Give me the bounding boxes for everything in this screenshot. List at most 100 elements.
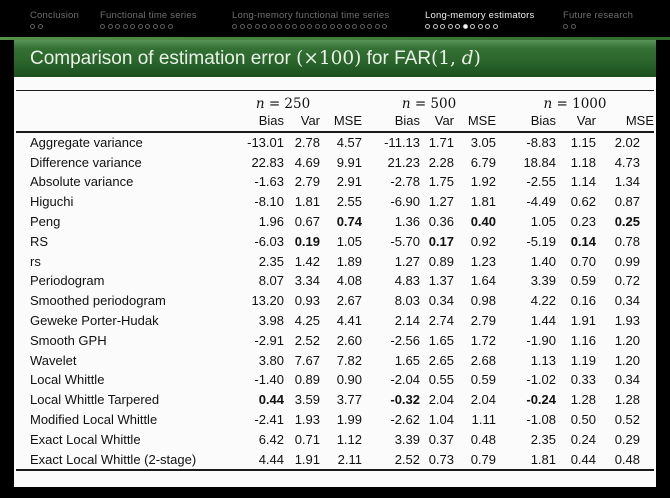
nav-section-2[interactable]: Long-memory functional time series [232, 11, 389, 29]
slide-dot[interactable] [344, 24, 350, 29]
slide-dot[interactable] [314, 24, 320, 29]
value-cell: 0.98 [470, 293, 496, 309]
value-cell: 4.08 [336, 273, 362, 289]
slide-dot[interactable] [374, 24, 380, 29]
value-cell: 1.81 [496, 449, 556, 472]
slide-dot[interactable] [425, 24, 430, 29]
slide-dot[interactable] [440, 24, 445, 29]
value-cell: 1.81 [294, 194, 320, 210]
slide-dot[interactable] [254, 24, 260, 29]
value-cell: 0.14 [570, 233, 596, 249]
slide-dot[interactable] [382, 24, 387, 29]
slide-dot[interactable] [239, 24, 245, 29]
value-cell: -11.13 [384, 134, 420, 150]
value-cell: 0.87 [614, 194, 641, 210]
slide-dot[interactable] [130, 24, 135, 29]
slide-dot[interactable] [485, 24, 490, 29]
nav-section-label[interactable]: Functional time series [100, 10, 197, 21]
slide-dot[interactable] [432, 24, 438, 29]
nav-section-label[interactable]: Long-memory estimators [425, 10, 535, 21]
value-cell: -6.03 [254, 233, 284, 249]
slide-dot[interactable] [337, 24, 342, 29]
nav-slide-dots [563, 24, 633, 29]
nav-section-0[interactable]: Conclusion [30, 11, 79, 29]
value-cell: 0.71 [294, 431, 320, 447]
slide-dot[interactable] [160, 24, 165, 29]
value-cell: -2.91 [254, 332, 284, 348]
slide-dot[interactable] [307, 24, 312, 29]
value-cell: 1.36 [394, 214, 420, 230]
value-cell: 3.39 [394, 431, 420, 447]
slide-dot[interactable] [262, 24, 267, 29]
value-cell: 1.93 [614, 313, 641, 329]
value-cell: 0.67 [294, 214, 320, 230]
slide-dot[interactable] [137, 24, 143, 29]
value-cell: 4.44 [204, 449, 284, 472]
top-navigation: Conclusion Functional time series Long-mem… [0, 0, 670, 37]
value-cell: 0.52 [614, 412, 641, 428]
value-cell: 3.34 [294, 273, 320, 289]
value-cell: 0.34 [614, 372, 641, 388]
value-cell: -2.56 [390, 332, 420, 348]
slide-dot[interactable] [145, 24, 150, 29]
nav-section-label[interactable]: Conclusion [30, 10, 79, 21]
nav-section-1[interactable]: Functional time series [100, 11, 197, 29]
slide-dot[interactable] [352, 24, 357, 29]
value-cell: 13.20 [251, 293, 284, 309]
slide-dot[interactable] [359, 24, 365, 29]
slide-dot[interactable] [477, 24, 483, 29]
slide-dot[interactable] [322, 24, 327, 29]
estimator-name: Higuchi [30, 194, 74, 210]
value-cell: 2.68 [470, 352, 496, 368]
group-header-n250: n = 250 [204, 90, 362, 112]
slide-dot[interactable] [299, 24, 305, 29]
value-cell: 2.79 [294, 174, 320, 190]
table-row: Periodogram 8.07 3.34 4.08 4.83 1.37 1.64 3.39 0… [16, 271, 654, 291]
slide-dot[interactable] [269, 24, 275, 29]
nav-section-label[interactable]: Long-memory functional time series [232, 10, 390, 21]
nav-section-4[interactable]: Future research [563, 11, 633, 29]
value-cell: 1.11 [471, 412, 496, 428]
slide-dot[interactable] [115, 24, 120, 29]
value-cell: 2.35 [258, 253, 284, 269]
frame-title-math-far: (1, [431, 48, 462, 69]
value-cell: -1.08 [526, 412, 556, 428]
slide-dot[interactable] [277, 24, 282, 29]
value-cell: -2.62 [390, 412, 420, 428]
slide-dot[interactable] [492, 24, 498, 29]
slide-dot[interactable] [570, 24, 576, 29]
value-cell: 0.90 [336, 372, 362, 388]
value-cell: 1.18 [570, 154, 596, 170]
value-cell: 0.74 [336, 214, 362, 230]
value-cell: -5.19 [526, 233, 556, 249]
slide-dot[interactable] [455, 24, 460, 29]
slide-dot[interactable] [284, 24, 290, 29]
slide-dot[interactable] [329, 24, 335, 29]
slide-dot[interactable] [447, 24, 453, 29]
slide-dot[interactable] [292, 24, 297, 29]
nav-section-3[interactable]: Long-memory estimators [425, 11, 534, 29]
slide-dot[interactable] [367, 24, 372, 29]
value-cell: 0.23 [570, 214, 596, 230]
value-cell: 1.75 [428, 174, 454, 190]
slide-dot[interactable] [232, 24, 237, 29]
slide-dot[interactable] [107, 24, 113, 29]
nav-section-label[interactable]: Future research [563, 10, 634, 21]
value-cell: 2.11 [320, 449, 362, 472]
slide-dot[interactable] [100, 24, 105, 29]
headline-separator [0, 37, 670, 40]
value-cell: -0.24 [526, 392, 556, 408]
slide-dot[interactable] [167, 24, 173, 29]
slide-dot[interactable] [30, 24, 35, 29]
slide-dot[interactable] [247, 24, 252, 29]
slide-dot[interactable] [563, 24, 568, 29]
value-cell: -2.41 [254, 412, 284, 428]
table-row: Local Whittle -1.40 0.89 0.90 -2.04 0.55 0.59 -… [16, 370, 654, 390]
slide-dot[interactable] [152, 24, 158, 29]
slide-dot[interactable] [470, 24, 475, 29]
value-cell: 0.19 [294, 233, 320, 249]
slide-dot[interactable] [37, 24, 43, 29]
slide-dot[interactable] [122, 24, 128, 29]
current-slide-dot[interactable] [462, 24, 468, 29]
value-cell: 1.92 [470, 174, 496, 190]
